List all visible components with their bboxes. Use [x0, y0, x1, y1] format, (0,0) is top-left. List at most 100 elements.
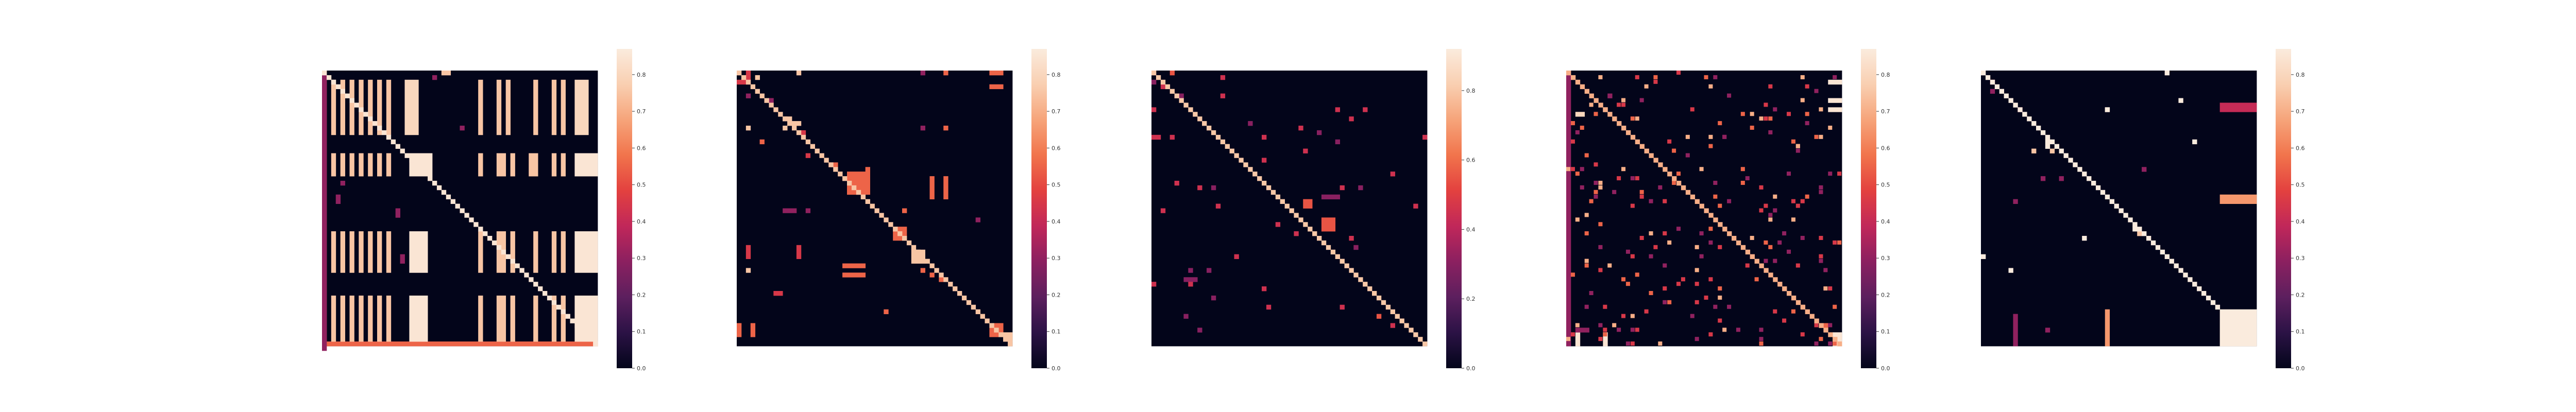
colorbar-tick-label: 0.0	[1052, 365, 1061, 372]
heatmap-cell	[1594, 112, 1598, 116]
heatmap-diagonal-cell	[584, 332, 589, 337]
heatmap-cell	[1828, 107, 1842, 112]
colorbar-tick-label: 0.2	[1466, 296, 1476, 302]
heatmap-diagonal-cell	[1809, 314, 1815, 319]
heatmap-cell	[2040, 176, 2046, 181]
heatmap-cell	[1303, 148, 1308, 153]
heatmap-cell	[2049, 148, 2055, 153]
heatmap-cell	[1649, 199, 1653, 203]
heatmap-cells	[1566, 71, 1842, 347]
heatmap-diagonal-cell	[2197, 286, 2202, 291]
heatmap-diagonal-cell	[2128, 217, 2133, 222]
heatmap-cell	[510, 153, 515, 177]
heatmap-diagonal-cell	[874, 208, 879, 213]
heatmap-cell	[1759, 116, 1764, 121]
heatmap-diagonal-cell	[1584, 89, 1589, 94]
heatmap-cell	[1722, 134, 1727, 139]
heatmap-cell	[1603, 332, 1607, 337]
heatmap-diagonal-cell	[1234, 153, 1239, 158]
heatmap-cells	[737, 71, 1013, 347]
heatmap-cell	[1787, 249, 1791, 254]
heatmap-cell	[1694, 282, 1699, 286]
heatmap-diagonal-cell	[1262, 181, 1267, 186]
heatmap-cell	[792, 121, 802, 126]
heatmap-cell	[1630, 176, 1635, 181]
heatmap-cell	[340, 231, 345, 273]
heatmap-cell	[1828, 98, 1842, 103]
heatmap-cell	[1694, 268, 1699, 272]
heatmap-cell	[340, 153, 345, 177]
heatmap-cell	[1768, 116, 1773, 121]
heatmap-diagonal-cell	[2054, 144, 2059, 149]
heatmap-diagonal-cell	[1422, 341, 1428, 347]
heatmap-cell	[1584, 304, 1589, 309]
colorbar-tick-label: 0.7	[637, 108, 646, 115]
heatmap-diagonal-cell	[565, 314, 570, 319]
heatmap-cell	[1639, 98, 1644, 102]
heatmap-cell	[1981, 254, 1986, 259]
heatmap-cell	[1708, 240, 1713, 245]
heatmap-cell	[1151, 107, 1157, 112]
heatmap-cell	[1782, 318, 1787, 323]
heatmap-cell	[1694, 337, 1699, 341]
heatmap-cell	[395, 208, 400, 218]
heatmap-cell	[1718, 245, 1722, 249]
colorbar-tick-label: 0.3	[637, 255, 646, 262]
heatmap-cell	[1635, 116, 1639, 121]
heatmap-diagonal-cell	[1160, 79, 1166, 85]
heatmap-cell	[386, 295, 392, 342]
heatmap-diagonal-cell	[879, 213, 884, 218]
heatmap-cell	[1653, 79, 1658, 84]
heatmap-diagonal-cell	[1298, 217, 1303, 222]
heatmap-diagonal-cell	[1239, 158, 1244, 163]
heatmap-diagonal-cell	[2049, 139, 2055, 145]
heatmap-cell	[1676, 71, 1681, 75]
heatmap-cell	[1570, 272, 1575, 277]
heatmap-cell	[1317, 130, 1322, 135]
heatmap-cell	[1727, 199, 1732, 203]
heatmap-cell	[1800, 236, 1805, 241]
heatmap-cell	[1713, 181, 1718, 185]
heatmap-cell	[551, 295, 557, 342]
heatmap-cell	[1170, 134, 1175, 140]
heatmap-cell	[929, 272, 935, 278]
heatmap-diagonal-cell	[1823, 328, 1828, 333]
heatmap-diagonal-cell	[335, 84, 341, 90]
heatmap-diagonal-cell	[787, 121, 792, 126]
heatmap-diagonal-cell	[1782, 286, 1787, 291]
heatmap-diagonal-cell	[2045, 134, 2050, 140]
heatmap-diagonal-cell	[1303, 222, 1308, 227]
heatmap-diagonal-cell	[975, 309, 980, 314]
heatmap-diagonal-cell	[773, 107, 778, 112]
heatmap-diagonal-cell	[920, 254, 925, 259]
colorbar-tick-label: 0.1	[2296, 329, 2305, 335]
heatmap-diagonal-cell	[1713, 217, 1718, 222]
heatmap-cell	[939, 277, 944, 282]
heatmap-cell	[1584, 213, 1589, 217]
heatmap-cell	[478, 153, 483, 177]
heatmap-diagonal-cell	[1321, 240, 1327, 246]
heatmap-cell	[551, 231, 557, 273]
heatmap-cell	[1837, 171, 1842, 176]
colorbar-tick-label: 0.6	[1881, 145, 1890, 151]
heatmap-cell	[1667, 240, 1672, 245]
heatmap-diagonal-cell	[1773, 277, 1778, 282]
colorbar-tick-label: 0.1	[637, 329, 646, 335]
heatmap-cell	[1598, 222, 1603, 227]
heatmap-cell	[349, 153, 354, 177]
heatmap-cell	[737, 79, 751, 85]
heatmap-diagonal-cell	[1349, 268, 1354, 273]
heatmap-cell	[1625, 341, 1630, 346]
heatmap-cell	[920, 71, 925, 76]
heatmap-diagonal-cell	[1257, 176, 1262, 181]
heatmap-diagonal-cell	[2059, 148, 2064, 153]
heatmap-cell	[1580, 126, 1584, 130]
heatmap-cell	[400, 254, 405, 264]
heatmap-diagonal-cell	[450, 199, 455, 204]
heatmap-diagonal-cell	[1994, 84, 2000, 90]
heatmap-cell	[783, 208, 797, 213]
heatmap-diagonal-cell	[943, 277, 948, 282]
heatmap-cell	[1598, 323, 1603, 328]
heatmap-diagonal-cell	[741, 75, 747, 80]
colorbar-tick-label: 0.3	[1052, 255, 1061, 262]
